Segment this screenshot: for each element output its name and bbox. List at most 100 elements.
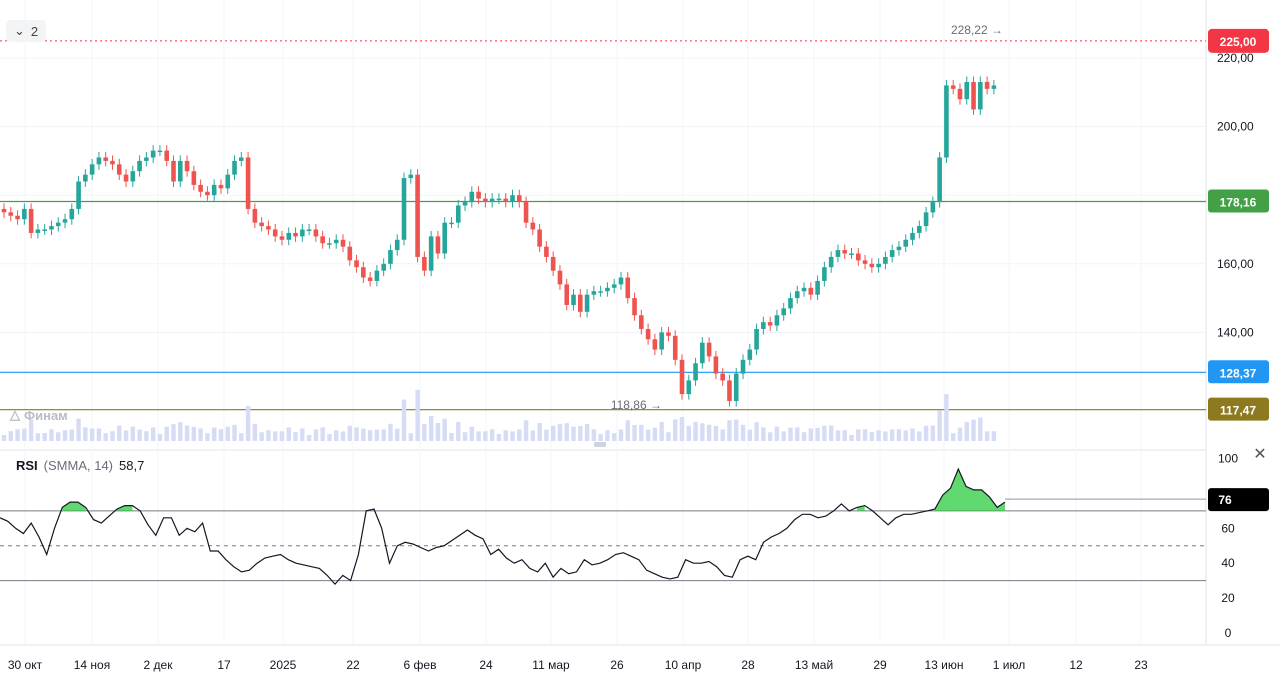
candle-body: [374, 270, 380, 281]
candle-body: [571, 294, 576, 305]
candle-body: [435, 236, 441, 254]
volume-bar: [781, 431, 786, 441]
candle-body: [652, 339, 658, 350]
level-badge-1: [1208, 360, 1269, 384]
volume-bar: [747, 429, 752, 441]
volume-bar: [117, 425, 122, 441]
volume-bar: [218, 429, 224, 441]
candle-body: [828, 256, 834, 268]
candle-body: [455, 205, 461, 223]
volume-bar: [984, 431, 990, 441]
candle-body: [788, 298, 793, 309]
time-tick-label: 30 окт: [8, 658, 43, 672]
volume-bar: [808, 428, 814, 441]
candle-body: [903, 239, 909, 247]
volume-bar: [340, 431, 346, 441]
candle-body: [476, 191, 481, 199]
candle-body: [415, 174, 420, 257]
volume-bar: [103, 433, 108, 441]
volume-bar: [211, 427, 217, 441]
candle-body: [971, 82, 976, 110]
candle-body: [516, 195, 522, 203]
volume-bar: [28, 419, 34, 441]
candle-body: [49, 226, 54, 230]
volume-bar: [266, 430, 271, 441]
candle-body: [550, 256, 556, 271]
volume-bar: [761, 427, 766, 441]
candle-body: [876, 263, 881, 268]
rsi-tick-label: 0: [1225, 626, 1232, 640]
candle-body: [632, 298, 637, 316]
candle-body: [83, 174, 88, 182]
volume-bar: [239, 433, 244, 441]
candle-body: [598, 291, 603, 293]
volume-bar: [686, 425, 691, 441]
candle-body: [171, 160, 176, 182]
chevron-down-icon: ⌄: [14, 23, 25, 38]
volume-bar: [503, 430, 508, 441]
candle-body: [76, 181, 81, 209]
volume-bar: [740, 424, 746, 441]
candle-body: [489, 198, 495, 203]
volume-bar: [849, 435, 854, 441]
volume-bar: [205, 433, 210, 441]
volume-bar: [401, 399, 407, 441]
candle-body: [666, 332, 671, 336]
brand-watermark: △ Финам: [10, 407, 68, 423]
candle-body: [686, 380, 692, 395]
candle-body: [286, 232, 292, 240]
volume-bars: [1, 389, 997, 441]
rsi-overbought-fill: [934, 468, 1005, 511]
volume-bar: [883, 431, 888, 441]
time-tick-label: 6 фев: [404, 658, 437, 672]
time-tick-label: 28: [741, 658, 755, 672]
volume-bar: [245, 406, 251, 441]
price-tick-label: 160,00: [1217, 257, 1254, 271]
candle-body: [259, 222, 264, 227]
close-icon[interactable]: ✕: [1253, 446, 1267, 463]
candle-body: [55, 222, 61, 227]
candle-body: [116, 164, 122, 175]
candle-body: [218, 184, 224, 189]
volume-bar: [306, 435, 312, 441]
candle-body: [428, 236, 434, 271]
volume-bar: [320, 427, 325, 441]
volume-bar: [259, 432, 264, 441]
volume-bar: [673, 419, 678, 441]
time-tick-label: 11 мар: [532, 658, 570, 672]
volume-bar: [232, 424, 237, 441]
rsi-badge-label: 76: [1218, 493, 1232, 507]
candle-body: [781, 308, 786, 316]
volume-bar: [652, 427, 658, 441]
collapse-button[interactable]: ⌄ 2: [6, 20, 47, 42]
candle-body: [639, 315, 644, 329]
volume-bar: [293, 432, 298, 441]
candle-body: [557, 270, 563, 285]
candle-body: [69, 208, 75, 220]
candle-body: [381, 263, 386, 271]
candle-body: [442, 222, 447, 254]
volume-bar: [679, 417, 685, 441]
candle-body: [754, 328, 759, 350]
candle-body: [733, 373, 739, 401]
candle-body: [835, 250, 841, 257]
volume-bar: [537, 423, 542, 441]
rsi-line: [0, 467, 1006, 585]
candle-body: [252, 208, 258, 223]
volume-bar: [856, 429, 861, 441]
rsi-tick-label: 20: [1221, 591, 1235, 605]
volume-bar: [191, 426, 197, 441]
volume-bar: [951, 433, 956, 441]
level-label-0: 178,16: [1220, 196, 1257, 210]
volume-bar: [62, 430, 68, 441]
candle-body: [388, 250, 393, 264]
volume-bar: [734, 419, 739, 441]
candle-body: [801, 287, 807, 292]
time-tick-label: 12: [1069, 658, 1083, 672]
candle-body: [930, 202, 936, 213]
candle-body: [544, 246, 549, 257]
rsi-overbought-fill: [62, 502, 86, 511]
candle-body: [123, 174, 129, 182]
